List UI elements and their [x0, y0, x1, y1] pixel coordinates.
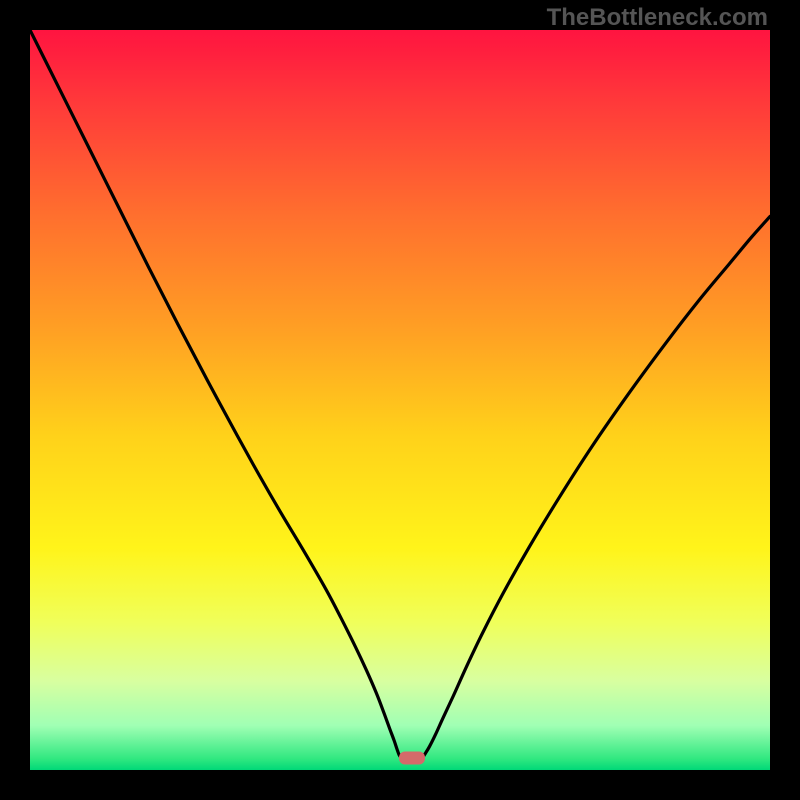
chart-frame: TheBottleneck.com [0, 0, 800, 800]
plot-area [30, 30, 770, 770]
minimum-marker [399, 752, 425, 765]
bottleneck-curve [30, 30, 770, 770]
watermark-text: TheBottleneck.com [547, 4, 768, 32]
